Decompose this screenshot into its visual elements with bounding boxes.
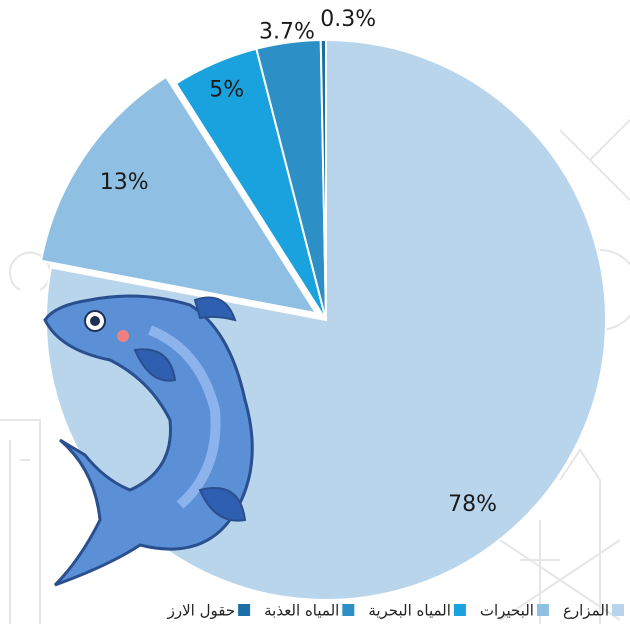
pie-slice <box>39 75 319 315</box>
legend-swatch <box>612 604 624 616</box>
legend-swatch <box>238 604 251 616</box>
data-label: 78% <box>448 492 497 517</box>
legend-label: البحيرات <box>480 602 534 620</box>
data-label: 5% <box>209 78 244 103</box>
legend-swatch <box>342 604 355 616</box>
data-label: 0.3% <box>320 7 376 32</box>
data-labels: 78% 13% 5% 3.7%0.3% <box>100 7 497 517</box>
legend-label: المياه البحرية <box>368 602 451 620</box>
legend-label: حقول الارز <box>167 602 236 620</box>
legend-label: المزارع <box>563 602 609 620</box>
legend-label: المياه العذبة <box>264 602 339 620</box>
legend-swatch <box>453 604 466 616</box>
legend: المزارع البحيرات المياه البحرية المياه العذ… <box>167 602 624 620</box>
legend-swatch <box>536 604 549 616</box>
fish-illustration <box>43 294 254 587</box>
data-label: 13% <box>100 170 149 195</box>
pie-slice <box>319 38 327 321</box>
data-label: 3.7% <box>259 20 315 45</box>
